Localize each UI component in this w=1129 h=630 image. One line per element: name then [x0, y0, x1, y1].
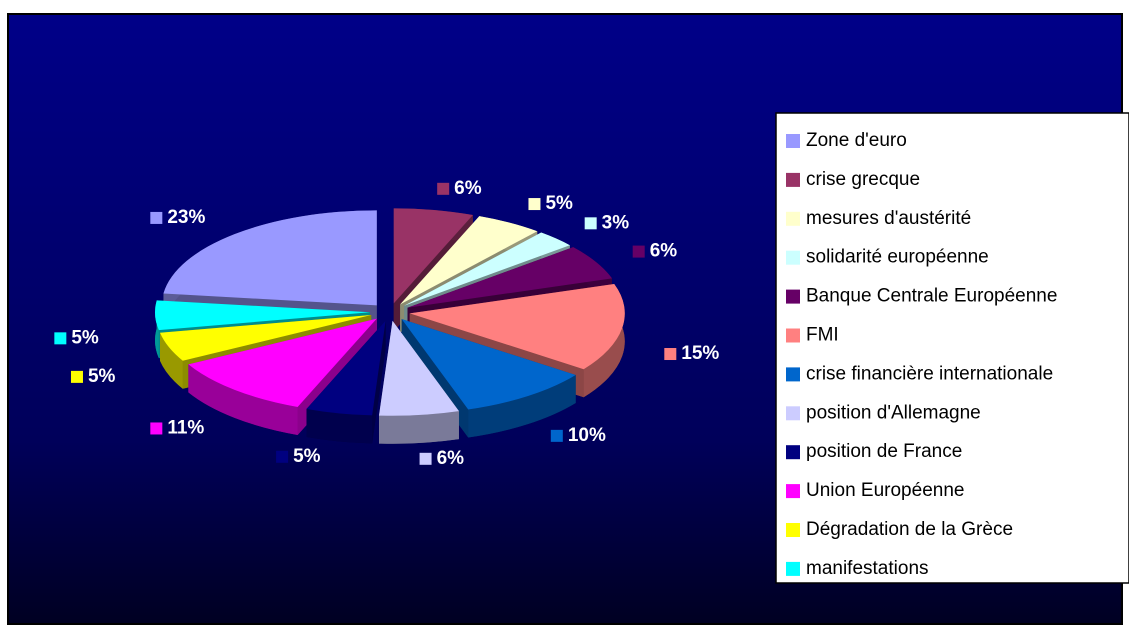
legend-key [786, 561, 800, 576]
legend-key [786, 172, 800, 187]
pie [155, 208, 625, 444]
legend-label: Dégradation de la Grèce [806, 519, 1013, 540]
slice-top [188, 318, 377, 407]
legend-key [786, 367, 800, 382]
data-label: 5% [88, 366, 116, 387]
legend-label: Banque Centrale Européenne [806, 286, 1057, 307]
data-label: 6% [454, 178, 482, 199]
slice [379, 320, 459, 444]
slice-top [404, 232, 570, 306]
slice-top [400, 216, 538, 305]
legend-key [786, 211, 800, 226]
legend-key [786, 328, 800, 343]
data-label-key [437, 182, 450, 195]
slice-top [163, 210, 377, 306]
legend-label: position de France [806, 441, 962, 462]
slice-top [393, 208, 473, 304]
data-label: 11% [167, 417, 204, 438]
slice-side [306, 408, 373, 444]
slice-top [159, 314, 372, 361]
data-label: 5% [545, 193, 573, 214]
data-label-key [584, 217, 597, 230]
legend-label: FMI [806, 325, 839, 346]
legend-label: manifestations [806, 558, 929, 579]
legend-label: crise grecque [806, 169, 920, 190]
slice-top [407, 247, 613, 308]
data-label-key [419, 452, 432, 465]
data-label-key [150, 211, 163, 224]
slice-side [468, 374, 576, 438]
legend-key [786, 484, 800, 499]
legend-label: solidarité européenne [806, 247, 989, 268]
data-label: 10% [568, 425, 606, 446]
data-label: 6% [650, 241, 678, 262]
data-label: 15% [681, 343, 719, 364]
legend-key [786, 134, 800, 148]
data-label: 5% [293, 446, 321, 467]
legend [775, 112, 1129, 584]
slice-top [306, 320, 386, 416]
legend-key [786, 406, 800, 421]
legend-key [786, 523, 800, 537]
slice-side [159, 332, 183, 389]
data-label-key [550, 429, 563, 442]
data-label: 23% [167, 207, 205, 228]
legend-key [786, 250, 800, 265]
data-label-key [54, 332, 67, 345]
data-label-key [150, 422, 163, 435]
data-label-key [276, 450, 289, 463]
data-label: 6% [437, 448, 465, 469]
data-label-key [664, 348, 677, 361]
data-label: 5% [71, 327, 99, 348]
data-label-key [70, 370, 83, 383]
data-label-key [632, 245, 645, 258]
slice [306, 320, 386, 444]
legend-key [786, 445, 800, 460]
legend-key [786, 289, 800, 304]
slice-top [401, 319, 576, 410]
slice-side [188, 364, 298, 435]
legend-label: Zone d'euro [806, 130, 907, 151]
slice-side [379, 411, 459, 444]
data-label: 3% [602, 212, 630, 233]
legend-label: position d'Allemagne [806, 402, 981, 423]
slice-top [379, 320, 459, 416]
legend-label: crise financière internationale [806, 363, 1053, 384]
slice-top [409, 284, 625, 370]
legend-label: Union Européenne [806, 480, 964, 501]
data-label-key [528, 198, 541, 211]
slice-top [155, 300, 371, 331]
legend-label: mesures d'austérité [806, 208, 971, 229]
